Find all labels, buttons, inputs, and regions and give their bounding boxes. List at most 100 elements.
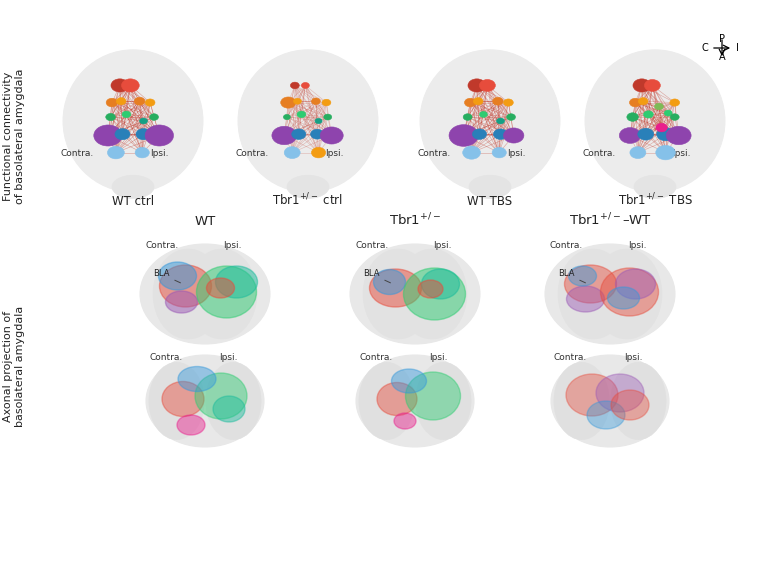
Ellipse shape [616, 269, 656, 299]
Ellipse shape [238, 50, 378, 192]
Ellipse shape [468, 79, 486, 92]
Ellipse shape [405, 372, 461, 420]
Ellipse shape [394, 413, 416, 429]
Ellipse shape [315, 119, 322, 124]
Ellipse shape [480, 111, 487, 118]
Ellipse shape [666, 126, 691, 145]
Ellipse shape [463, 113, 472, 120]
Text: Ipsi.: Ipsi. [672, 149, 690, 158]
Ellipse shape [301, 82, 310, 88]
Ellipse shape [373, 270, 405, 294]
Ellipse shape [611, 390, 649, 420]
Text: Ipsi.: Ipsi. [219, 353, 238, 362]
Ellipse shape [159, 262, 197, 290]
Ellipse shape [159, 265, 212, 307]
Ellipse shape [465, 98, 476, 107]
Ellipse shape [480, 79, 496, 92]
Ellipse shape [416, 362, 471, 439]
Text: Tbr1$^{+/-}$ TBS: Tbr1$^{+/-}$ TBS [618, 191, 692, 208]
Ellipse shape [656, 145, 676, 160]
Ellipse shape [449, 124, 478, 146]
Ellipse shape [178, 366, 216, 392]
Ellipse shape [627, 113, 638, 122]
Ellipse shape [610, 362, 666, 439]
Text: BLA: BLA [153, 270, 181, 283]
Ellipse shape [638, 97, 648, 105]
Ellipse shape [664, 110, 672, 116]
Text: Contra.: Contra. [235, 149, 269, 158]
Text: Contra.: Contra. [355, 241, 389, 250]
Ellipse shape [657, 128, 675, 141]
Ellipse shape [370, 269, 421, 307]
Ellipse shape [197, 266, 257, 318]
Ellipse shape [94, 125, 122, 146]
Ellipse shape [216, 266, 257, 298]
Ellipse shape [136, 128, 151, 140]
Ellipse shape [187, 249, 257, 339]
Ellipse shape [404, 268, 465, 320]
Ellipse shape [596, 374, 644, 412]
Text: Contra.: Contra. [554, 353, 587, 362]
Ellipse shape [140, 118, 147, 124]
Ellipse shape [493, 129, 508, 139]
Ellipse shape [568, 266, 597, 286]
Ellipse shape [634, 175, 676, 198]
Ellipse shape [153, 249, 223, 339]
Ellipse shape [607, 287, 640, 309]
Ellipse shape [63, 50, 203, 192]
Ellipse shape [492, 147, 506, 158]
Ellipse shape [670, 99, 679, 106]
Text: Contra.: Contra. [417, 149, 450, 158]
Text: Contra.: Contra. [582, 149, 616, 158]
Ellipse shape [587, 401, 625, 429]
Ellipse shape [291, 82, 299, 89]
Ellipse shape [359, 362, 414, 439]
Ellipse shape [619, 128, 641, 143]
Ellipse shape [418, 280, 443, 298]
Text: BLA: BLA [558, 270, 585, 283]
Ellipse shape [558, 249, 628, 339]
Ellipse shape [134, 97, 145, 105]
Text: Ipsi.: Ipsi. [150, 149, 168, 158]
Ellipse shape [283, 115, 291, 120]
Ellipse shape [145, 99, 155, 106]
Ellipse shape [146, 355, 264, 447]
Ellipse shape [150, 113, 159, 120]
Ellipse shape [420, 50, 560, 192]
Text: Contra.: Contra. [359, 353, 392, 362]
Ellipse shape [284, 147, 301, 158]
Text: C: C [701, 43, 708, 53]
Ellipse shape [566, 374, 618, 416]
Text: Ipsi.: Ipsi. [429, 353, 448, 362]
Ellipse shape [177, 415, 205, 435]
Text: Ipsi.: Ipsi. [433, 241, 452, 250]
Text: Contra.: Contra. [149, 353, 182, 362]
Text: Tbr1$^{+/-}$–WT: Tbr1$^{+/-}$–WT [568, 211, 651, 228]
Ellipse shape [421, 269, 459, 299]
Ellipse shape [356, 355, 474, 447]
Text: Axonal projection of
basolateral amygdala: Axonal projection of basolateral amygdal… [3, 305, 25, 427]
Ellipse shape [145, 125, 174, 146]
Ellipse shape [111, 79, 129, 92]
Ellipse shape [554, 362, 609, 439]
Ellipse shape [310, 129, 324, 139]
Text: I: I [736, 43, 739, 53]
Text: Functional connectivity
of basolateral amygdala: Functional connectivity of basolateral a… [3, 68, 25, 204]
Ellipse shape [106, 98, 118, 107]
Text: Ipsi.: Ipsi. [325, 149, 343, 158]
Ellipse shape [287, 175, 329, 198]
Ellipse shape [545, 244, 675, 344]
Text: BLA: BLA [363, 270, 390, 283]
Ellipse shape [320, 127, 343, 144]
Ellipse shape [654, 103, 663, 110]
Ellipse shape [149, 362, 204, 439]
Ellipse shape [281, 97, 296, 108]
Ellipse shape [592, 249, 662, 339]
Ellipse shape [213, 396, 245, 422]
Ellipse shape [644, 79, 660, 92]
Ellipse shape [294, 98, 301, 104]
Ellipse shape [162, 381, 204, 416]
Ellipse shape [670, 113, 679, 120]
Ellipse shape [121, 79, 139, 92]
Ellipse shape [585, 50, 725, 192]
